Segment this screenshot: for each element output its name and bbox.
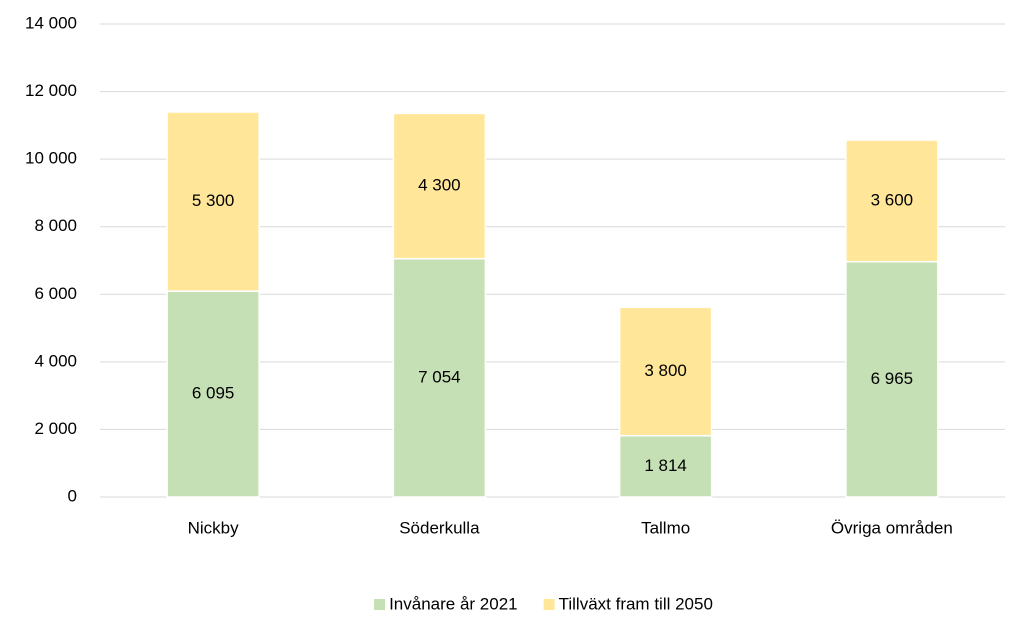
y-tick-label: 12 000 — [25, 81, 77, 100]
legend-swatch — [543, 599, 555, 610]
bar-segment — [392, 257, 487, 498]
x-tick-label: Söderkulla — [399, 518, 480, 537]
legend-label: Tillväxt fram till 2050 — [559, 594, 713, 613]
bar-segment — [166, 111, 260, 292]
legend-item: Invånare år 2021 — [374, 594, 518, 613]
y-tick-label: 8 000 — [34, 216, 77, 235]
data-label: 5 300 — [192, 191, 235, 210]
y-tick-label: 14 000 — [25, 13, 77, 32]
x-tick-label: Övriga områden — [831, 518, 953, 537]
legend-label: Invånare år 2021 — [389, 594, 518, 613]
legend-swatch — [374, 599, 386, 610]
data-label: 1 814 — [644, 456, 687, 475]
y-tick-label: 10 000 — [25, 149, 77, 168]
x-tick-label: Tallmo — [641, 518, 690, 537]
data-label: 6 965 — [871, 369, 914, 388]
y-tick-label: 2 000 — [34, 419, 77, 438]
bar-segment — [166, 290, 260, 498]
legend-item: Tillväxt fram till 2050 — [543, 594, 713, 613]
data-label: 6 095 — [192, 384, 235, 403]
bar-segment — [618, 306, 713, 437]
data-label: 7 054 — [418, 367, 461, 386]
bar-segment — [618, 434, 713, 498]
x-tick-label: Nickby — [188, 518, 240, 537]
data-label: 3 800 — [644, 361, 687, 380]
y-tick-label: 0 — [68, 486, 77, 505]
y-tick-label: 6 000 — [34, 284, 77, 303]
bar-segment — [392, 112, 487, 260]
data-label: 3 600 — [871, 190, 914, 209]
bar-segment — [845, 139, 939, 263]
data-label: 4 300 — [418, 176, 461, 195]
y-tick-label: 4 000 — [34, 351, 77, 370]
